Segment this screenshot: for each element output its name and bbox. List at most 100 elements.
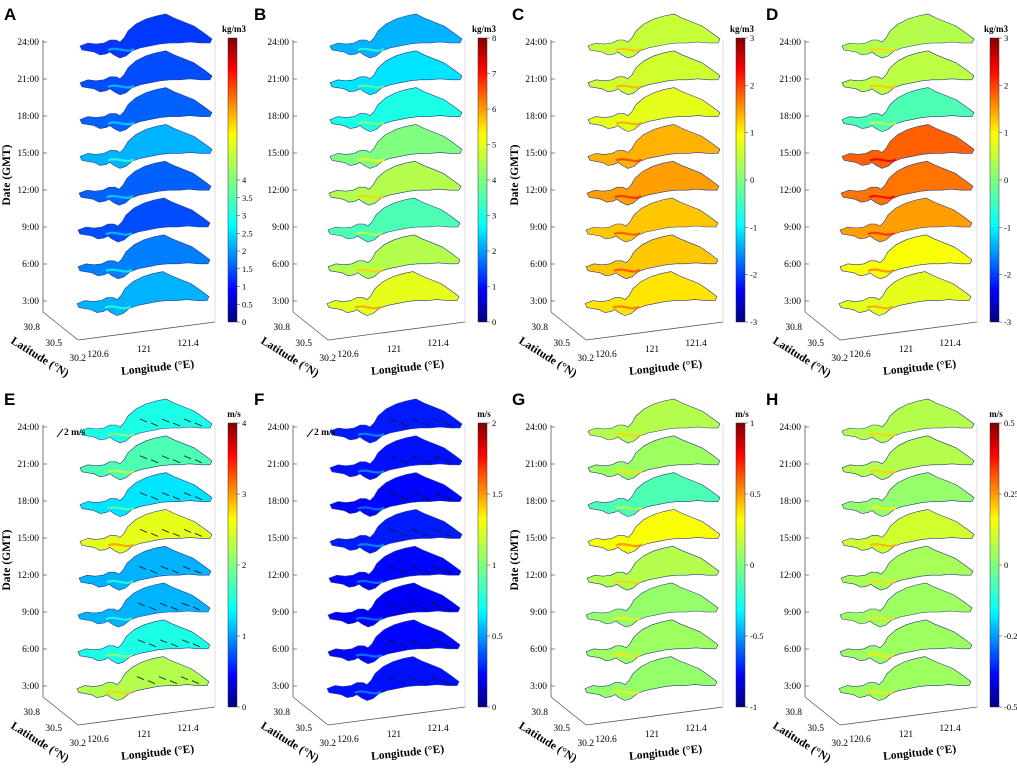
- current-arrow: [398, 606, 407, 611]
- estuary-layer: [328, 545, 462, 591]
- time-tick-label: 12:00: [525, 571, 547, 581]
- time-tick-label: 18:00: [525, 112, 547, 122]
- time-tick-label: 3:00: [272, 682, 289, 692]
- river-mouth-band: [107, 121, 135, 126]
- lat-tick-label: 30.5: [45, 724, 62, 734]
- time-tick-label: 15:00: [17, 149, 39, 159]
- date-axis-label: Date (GMT): [509, 529, 521, 590]
- river-mouth-band: [357, 121, 385, 126]
- lat-axis-line: [804, 311, 841, 341]
- river-mouth-band: [869, 47, 897, 52]
- time-tick-label: 3:00: [22, 682, 39, 692]
- current-arrow: [444, 496, 453, 500]
- current-arrow: [139, 455, 148, 460]
- river-mouth-band: [107, 469, 135, 474]
- current-arrow: [444, 422, 453, 427]
- current-arrow: [161, 455, 170, 460]
- current-arrow: [433, 492, 442, 496]
- estuary-layer: [327, 234, 461, 280]
- lon-axis-label: Longitude (°E): [883, 358, 957, 378]
- river-mouth-band: [613, 616, 641, 621]
- colorbar-tick-label: 2: [1004, 80, 1008, 90]
- estuary-layer: [326, 656, 460, 701]
- colorbar-tick-label: 3: [750, 33, 754, 43]
- colorbar-tick-label: -1: [1004, 222, 1011, 232]
- lon-tick-label: 121.4: [939, 339, 961, 349]
- time-tick-label: 9:00: [272, 223, 289, 233]
- time-tick-label: 3:00: [530, 297, 547, 307]
- estuary-layer: [587, 87, 721, 132]
- lon-tick-label: 121: [645, 345, 660, 355]
- current-arrow: [433, 418, 442, 423]
- current-arrow: [411, 455, 420, 460]
- river-mouth-band: [615, 84, 643, 89]
- river-mouth-band: [354, 305, 382, 310]
- current-arrow: [411, 529, 420, 533]
- current-arrow: [158, 676, 167, 680]
- lon-axis-line: [327, 706, 466, 726]
- current-arrow: [422, 496, 431, 500]
- lat-tick-label: 30.5: [553, 339, 570, 349]
- date-axis-label: Date (GMT): [509, 144, 521, 205]
- river-mouth-band: [357, 158, 385, 163]
- current-arrow: [408, 676, 417, 680]
- current-arrow: [171, 569, 180, 574]
- current-arrow: [139, 418, 148, 423]
- current-arrow: [411, 418, 420, 423]
- colorbar-tick-label: 1.5: [492, 489, 503, 499]
- estuary-layer: [76, 271, 210, 316]
- river-mouth-band: [866, 690, 894, 695]
- time-tick-label: 24:00: [525, 38, 547, 48]
- time-tick-label: 15:00: [267, 534, 289, 544]
- current-arrow: [180, 676, 189, 680]
- colorbar-tick-label: 4: [492, 175, 497, 185]
- current-arrow: [161, 529, 170, 533]
- river-mouth-band: [612, 305, 640, 310]
- lat-axis-line: [550, 311, 587, 341]
- time-tick-label: 24:00: [779, 38, 801, 48]
- time-tick-label: 21:00: [17, 75, 39, 85]
- current-arrow: [441, 680, 450, 684]
- time-tick-label: 6:00: [22, 260, 39, 270]
- current-arrow: [433, 529, 442, 533]
- river-mouth-band: [357, 47, 385, 52]
- lat-tick-label: 30.2: [69, 739, 86, 749]
- lat-axis-line: [550, 696, 587, 726]
- lon-axis-label: Longitude (°E): [629, 358, 703, 378]
- current-arrow: [159, 639, 168, 644]
- colorbar-tick-label: 2: [492, 418, 496, 428]
- river-mouth-band: [867, 231, 895, 236]
- current-arrow: [139, 492, 148, 496]
- river-mouth-band: [615, 543, 643, 548]
- colorbar-tick-label: -0.5: [750, 631, 763, 641]
- time-tick-label: 6:00: [272, 260, 289, 270]
- current-arrow: [444, 459, 453, 464]
- current-arrow: [182, 565, 191, 570]
- lat-tick-label: 30.8: [531, 708, 548, 718]
- estuary-layer: [841, 50, 975, 96]
- panel-b: B24:0021:0018:0015:0012:009:006:003:0030…: [254, 5, 497, 380]
- time-tick-label: 24:00: [267, 423, 289, 433]
- panel-label: D: [766, 5, 778, 24]
- time-tick-label: 18:00: [267, 112, 289, 122]
- time-tick-label: 24:00: [17, 38, 39, 48]
- time-tick-label: 3:00: [784, 297, 801, 307]
- time-tick-label: 9:00: [22, 223, 39, 233]
- estuary-layer: [79, 435, 213, 481]
- current-arrow: [432, 565, 441, 570]
- estuary-layer: [327, 197, 461, 243]
- current-arrow: [410, 565, 419, 570]
- colorbar-tick-label: 1: [242, 282, 246, 292]
- current-arrow: [149, 569, 158, 574]
- current-arrow: [419, 680, 428, 684]
- lon-tick-label: 120.6: [849, 735, 871, 745]
- colorbar-unit: kg/m3: [222, 24, 247, 34]
- lat-tick-label: 30.5: [45, 339, 62, 349]
- river-mouth-band: [869, 469, 897, 474]
- colorbar-tick-label: 0: [1004, 560, 1008, 570]
- lat-tick-label: 30.2: [831, 739, 848, 749]
- colorbar-tick-label: -1: [750, 702, 757, 712]
- panel-g: G 24:00 21:00 18:00 15:00 12:00 9:00 6:00 3:00 Da…: [509, 390, 763, 765]
- lon-tick-label: 121: [645, 730, 660, 740]
- current-arrow: [422, 422, 431, 427]
